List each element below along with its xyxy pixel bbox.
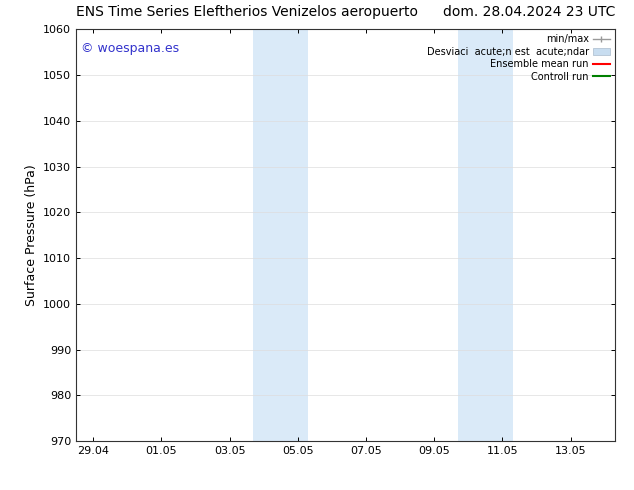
Text: © woespana.es: © woespana.es <box>81 42 179 55</box>
Legend: min/max, Desviaci  acute;n est  acute;ndar, Ensemble mean run, Controll run: min/max, Desviaci acute;n est acute;ndar… <box>425 32 612 83</box>
Text: ENS Time Series Eleftherios Venizelos aeropuerto: ENS Time Series Eleftherios Venizelos ae… <box>76 5 418 19</box>
Text: dom. 28.04.2024 23 UTC: dom. 28.04.2024 23 UTC <box>443 5 615 19</box>
Bar <box>458 29 513 441</box>
Y-axis label: Surface Pressure (hPa): Surface Pressure (hPa) <box>25 164 37 306</box>
Bar <box>254 29 308 441</box>
